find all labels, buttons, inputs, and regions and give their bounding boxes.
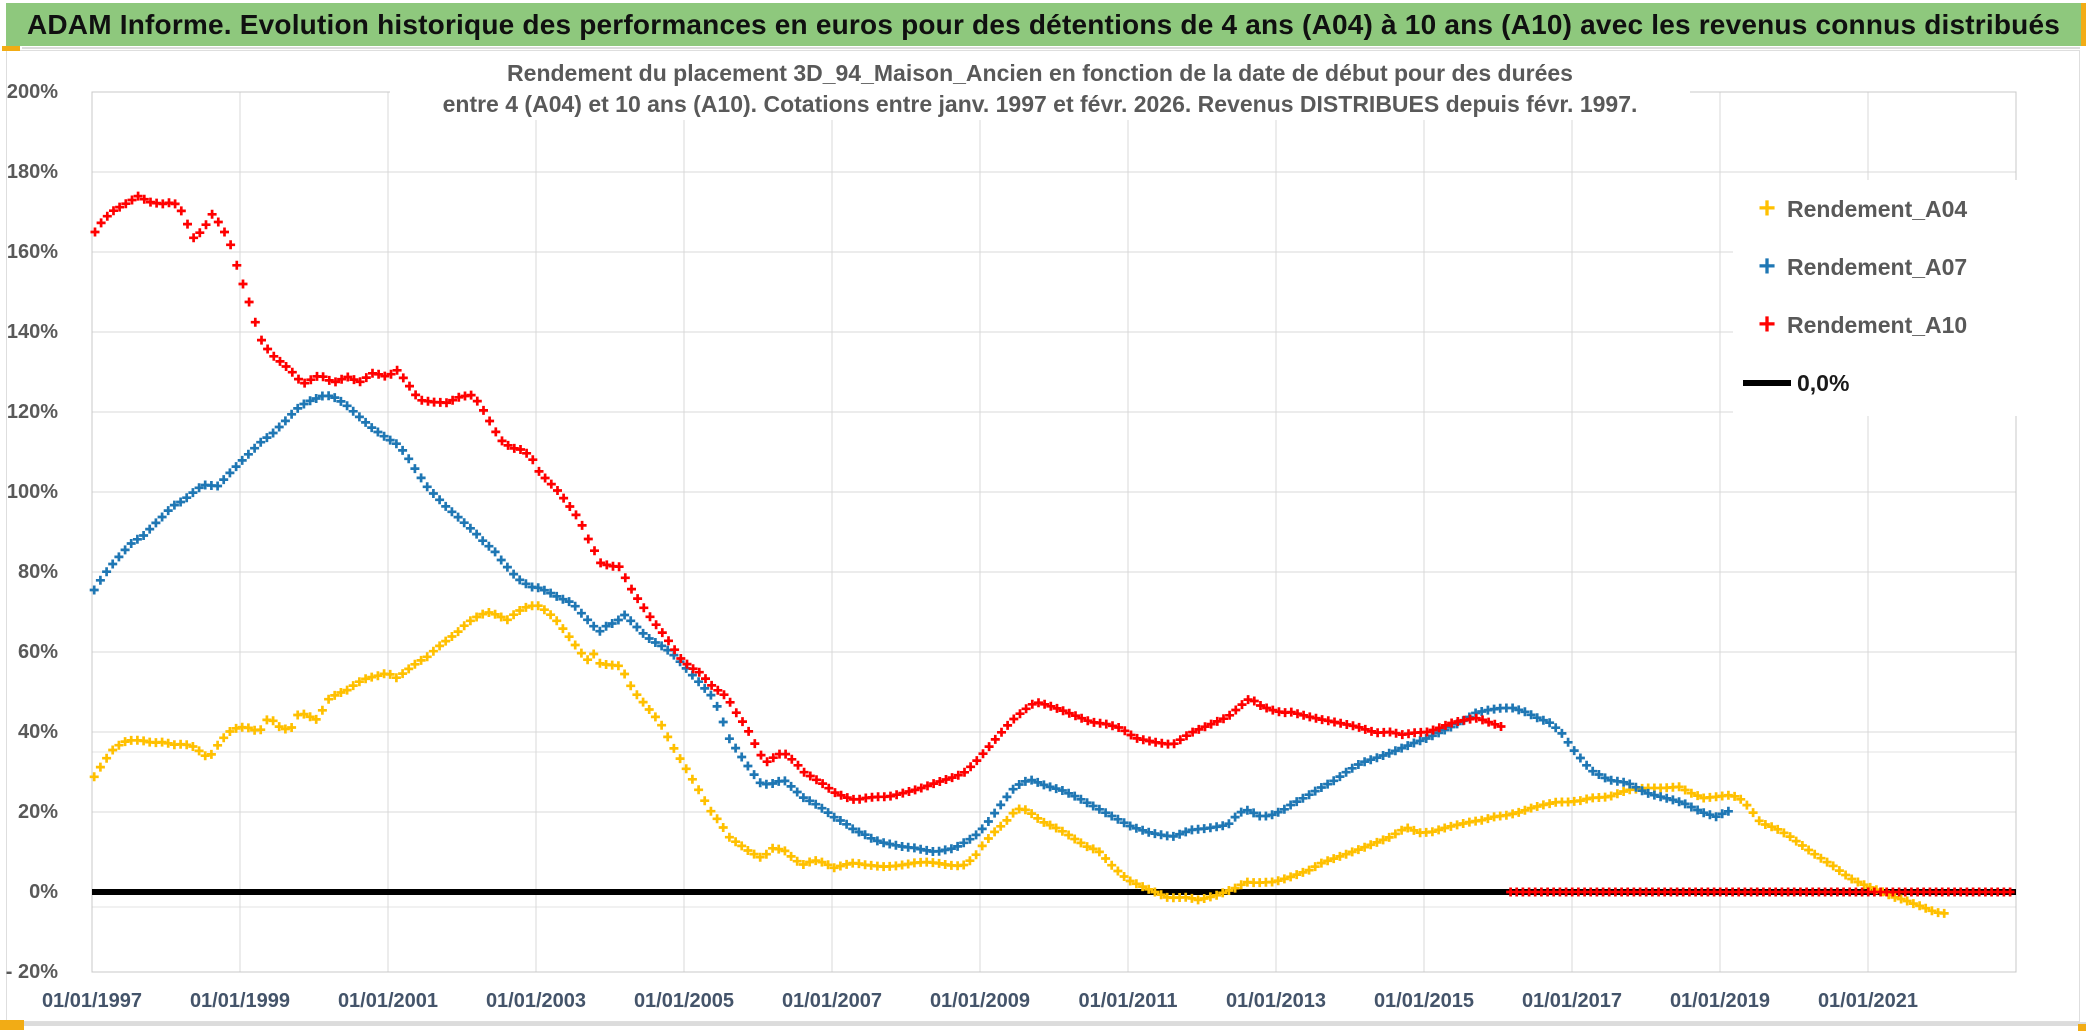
amber-accent-left (2, 46, 20, 51)
divider (22, 47, 2080, 49)
legend-item-rendement-a07[interactable]: + Rendement_A07 (1733, 238, 2017, 296)
legend-label: 0,0% (1797, 369, 1850, 396)
y-tick-label: 200% (6, 81, 58, 103)
page-title: ADAM Informe. Evolution historique des p… (26, 8, 2061, 40)
plus-marker-icon: + (1758, 192, 1776, 225)
x-tick-label: 01/01/2017 (1521, 990, 1623, 1012)
plus-marker-icon: + (1758, 250, 1776, 283)
chart-title-line1: Rendement du placement 3D_94_Maison_Anci… (507, 60, 1573, 86)
y-tick-label: 140% (6, 321, 58, 343)
y-tick-label: 80% (17, 561, 58, 583)
x-tick-label: 01/01/2011 (1078, 990, 1178, 1012)
y-tick-label: 40% (17, 721, 58, 743)
amber-accent-right-edge (2081, 3, 2086, 46)
y-tick-label: 60% (17, 641, 58, 663)
y-tick-label: - 20% (5, 961, 58, 983)
amber-accent-bottom-right (2078, 1024, 2086, 1031)
y-tick-label: 20% (17, 801, 58, 823)
x-tick-label: 01/01/2013 (1225, 990, 1327, 1012)
legend-item-rendement-a10[interactable]: + Rendement_A10 (1733, 296, 2017, 354)
x-tick-label: 01/01/2003 (485, 990, 587, 1012)
zero-line-swatch-icon (1743, 380, 1791, 386)
x-tick-label: 01/01/2021 (1817, 990, 1919, 1012)
legend[interactable]: + Rendement_A04 + Rendement_A07 + Rendem… (1733, 180, 2017, 416)
x-tick-label: 01/01/2007 (781, 990, 883, 1012)
x-tick-label: 01/01/2001 (337, 990, 439, 1012)
y-tick-label: 160% (6, 241, 58, 263)
y-tick-label: 100% (6, 481, 58, 503)
chart-title: Rendement du placement 3D_94_Maison_Anci… (390, 58, 1690, 120)
x-tick-label: 01/01/2015 (1373, 990, 1475, 1012)
amber-accent-bottom-left (0, 1020, 24, 1030)
legend-label: Rendement_A04 (1787, 195, 1968, 222)
x-tick-label: 01/01/2005 (633, 990, 735, 1012)
x-tick-label: 01/01/1997 (41, 990, 143, 1012)
bottom-strip (0, 1022, 2086, 1026)
x-tick-label: 01/01/2019 (1669, 990, 1771, 1012)
y-tick-label: 180% (6, 161, 58, 183)
y-tick-label: 120% (6, 401, 58, 423)
title-bar: ADAM Informe. Evolution historique des p… (6, 3, 2081, 46)
y-tick-label: 0% (29, 881, 58, 903)
legend-label: Rendement_A10 (1787, 311, 1968, 338)
x-tick-label: 01/01/2009 (929, 990, 1031, 1012)
legend-item-zero-line[interactable]: 0,0% (1733, 354, 2017, 412)
legend-item-rendement-a04[interactable]: + Rendement_A04 (1733, 180, 2017, 238)
legend-label: Rendement_A07 (1787, 253, 1968, 280)
chart-title-line2: entre 4 (A04) et 10 ans (A10). Cotations… (442, 91, 1638, 117)
x-tick-label: 01/01/1999 (189, 990, 291, 1012)
plus-marker-icon: + (1758, 308, 1776, 341)
